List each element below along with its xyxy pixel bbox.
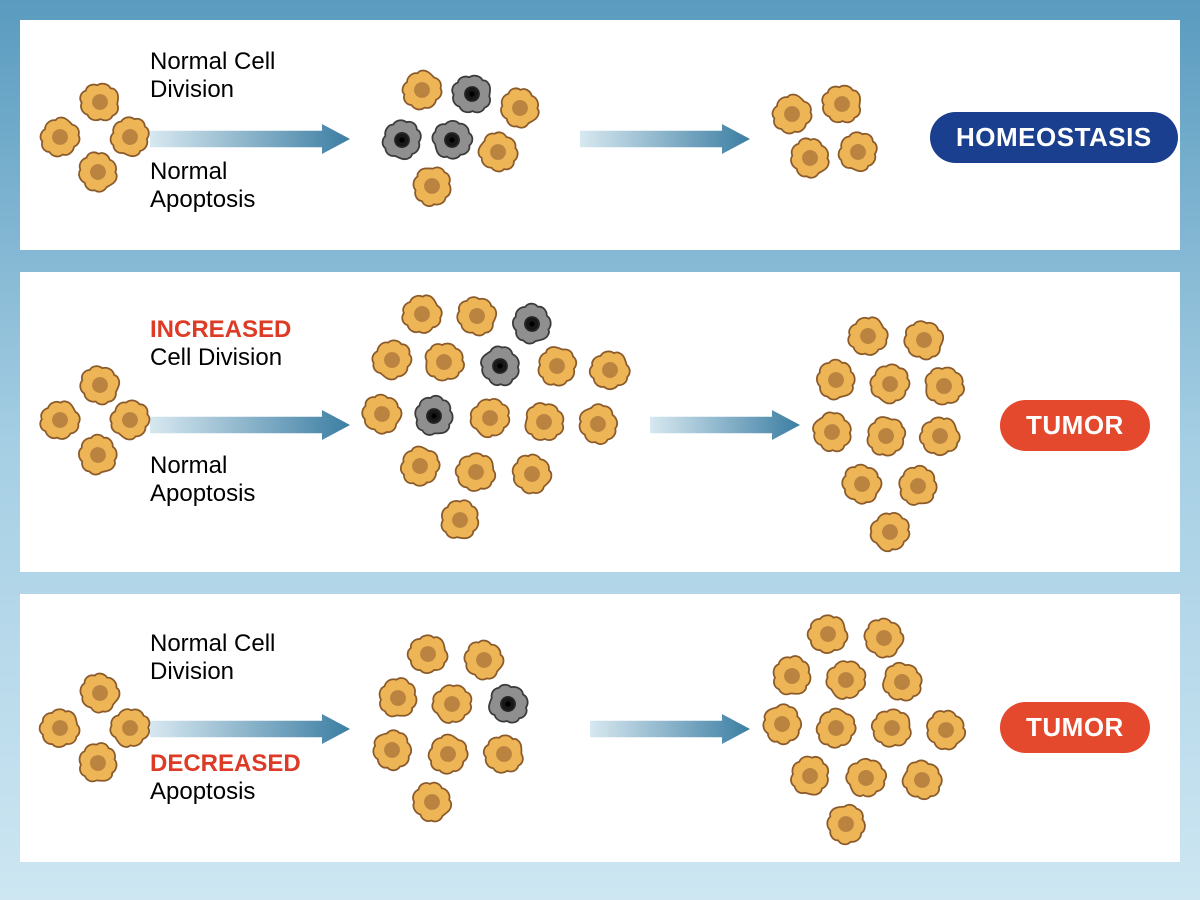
cell-live: [510, 452, 554, 496]
cell-live: [370, 728, 414, 772]
cell-live: [455, 294, 499, 338]
label-bottom: DECREASEDApoptosis: [150, 750, 301, 805]
cell-live: [840, 462, 884, 506]
label-top-line-1: Cell Division: [150, 344, 291, 372]
arrow-1: [580, 124, 750, 154]
cell-live: [438, 498, 482, 542]
outcome-badge: HOMEOSTASIS: [930, 112, 1178, 163]
label-top-line-1: Division: [150, 658, 275, 686]
cell-live: [918, 414, 962, 458]
cell-live: [770, 92, 814, 136]
label-bottom: NormalApoptosis: [150, 158, 255, 213]
label-bottom: NormalApoptosis: [150, 452, 255, 507]
arrow-0: [150, 714, 350, 744]
cell-live: [360, 392, 404, 436]
label-bottom-line-1: Apoptosis: [150, 186, 255, 214]
cell-live: [576, 402, 620, 446]
cell-live: [760, 702, 804, 746]
cell-live: [588, 348, 632, 392]
cell-live: [454, 450, 498, 494]
cell-apoptotic: [412, 394, 456, 438]
cell-live: [482, 732, 526, 776]
label-top-line-1: Division: [150, 76, 275, 104]
outcome-badge: TUMOR: [1000, 702, 1150, 753]
cell-live: [370, 338, 414, 382]
cell-live: [846, 314, 890, 358]
cell-live: [422, 340, 466, 384]
arrow-0: [150, 124, 350, 154]
label-top: Normal CellDivision: [150, 48, 275, 103]
cell-live: [535, 344, 579, 388]
cell-live: [788, 136, 832, 180]
cell-live: [862, 616, 906, 660]
cell-live: [814, 358, 858, 402]
label-bottom-line-1: Apoptosis: [150, 778, 301, 806]
cell-live: [870, 706, 914, 750]
cell-live: [462, 638, 506, 682]
cell-live: [468, 396, 512, 440]
cell-live: [880, 660, 924, 704]
diagram-canvas: Normal CellDivisionNormalApoptosis: [0, 0, 1200, 900]
cell-live: [844, 756, 888, 800]
panel-homeostasis: Normal CellDivision NormalApoptosis: [20, 20, 1180, 250]
cell-live: [896, 464, 940, 508]
label-top-line-0: INCREASED: [150, 316, 291, 344]
cell-apoptotic: [430, 118, 474, 162]
panel-increased-division: INCREASEDCell Division NormalApoptosis: [20, 272, 1180, 572]
label-top-line-0: Normal Cell: [150, 630, 275, 658]
cell-live: [400, 68, 444, 112]
cell-apoptotic: [510, 302, 554, 346]
label-top: Normal CellDivision: [150, 630, 275, 685]
arrow-0: [150, 410, 350, 440]
cell-apoptotic: [450, 72, 494, 116]
label-top: INCREASEDCell Division: [150, 316, 291, 371]
label-bottom-line-0: DECREASED: [150, 750, 301, 778]
panel-decreased-apoptosis: Normal CellDivision DECREASEDApoptosis: [20, 594, 1180, 862]
cell-live: [806, 612, 850, 656]
cell-live: [498, 86, 542, 130]
label-top-line-0: Normal Cell: [150, 48, 275, 76]
cell-live: [376, 676, 420, 720]
cell-live: [814, 706, 858, 750]
outcome-badge: TUMOR: [1000, 400, 1150, 451]
cell-live: [864, 414, 908, 458]
cell-live: [836, 130, 880, 174]
cell-live: [426, 732, 470, 776]
cell-live: [410, 780, 454, 824]
cell-live: [788, 754, 832, 798]
label-bottom-line-0: Normal: [150, 452, 255, 480]
arrow-1: [590, 714, 750, 744]
cell-live: [108, 115, 152, 159]
cell-live: [430, 682, 474, 726]
cell-live: [820, 82, 864, 126]
cell-live: [410, 164, 454, 208]
cell-live: [868, 362, 912, 406]
cell-apoptotic: [380, 118, 424, 162]
cell-apoptotic: [486, 682, 530, 726]
cell-live: [400, 292, 444, 336]
cell-live: [824, 802, 868, 846]
cell-live: [522, 400, 566, 444]
cell-live: [770, 654, 814, 698]
cell-live: [902, 318, 946, 362]
cell-live: [922, 364, 966, 408]
cell-live: [924, 708, 968, 752]
cell-apoptotic: [478, 344, 522, 388]
arrow-1: [650, 410, 800, 440]
cell-live: [476, 130, 520, 174]
cell-live: [900, 758, 944, 802]
label-bottom-line-0: Normal: [150, 158, 255, 186]
cell-live: [398, 444, 442, 488]
cell-live: [406, 632, 450, 676]
cell-live: [810, 410, 854, 454]
cell-live: [108, 398, 152, 442]
cell-live: [824, 658, 868, 702]
cell-live: [868, 510, 912, 554]
label-bottom-line-1: Apoptosis: [150, 480, 255, 508]
cell-live: [108, 706, 152, 750]
